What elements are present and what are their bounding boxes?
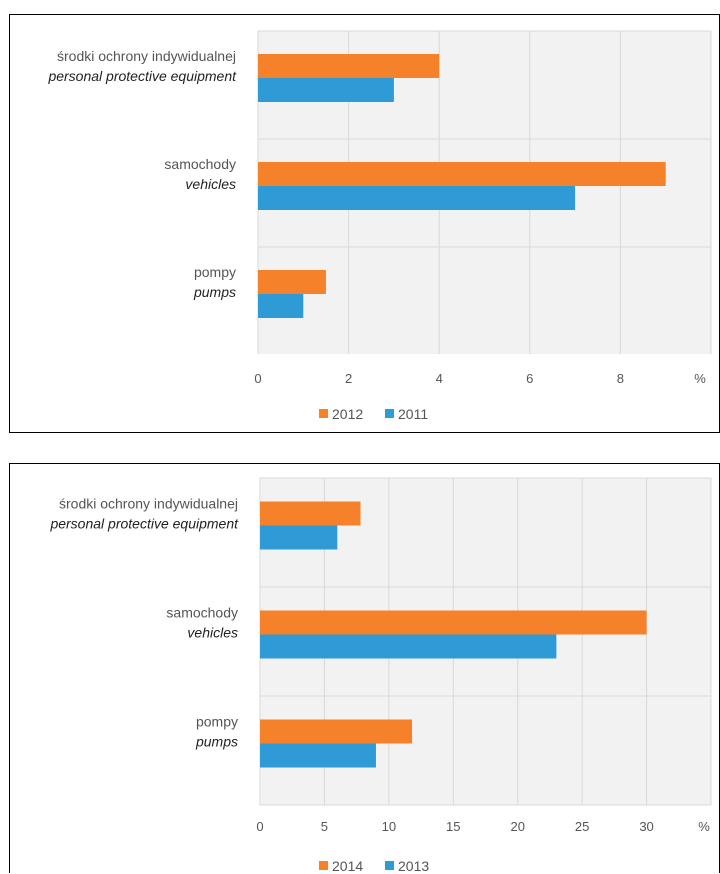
legend-label-2013: 2013 [398,858,429,874]
category-label-en: pumps [195,734,238,750]
x-tick-label: 5 [321,819,328,834]
x-tick-label: 2 [345,371,352,386]
x-tick-label: 8 [617,371,624,386]
category-label-pl: środki ochrony indywidualnej [59,496,238,512]
bar-2013-personal-protective-equipment [260,525,338,550]
x-tick-label: 6 [526,371,533,386]
x-tick-label: 0 [256,819,263,834]
category-label-pl: samochody [164,156,236,172]
category-label-en: personal protective equipment [49,516,239,532]
chart-panel-2011-2012: środki ochrony indywidualnej personal pro… [9,14,720,433]
category-label-en: personal protective equipment [47,68,237,84]
legend-label-2014: 2014 [332,858,363,874]
bar-2012-vehicles [258,162,666,186]
bar-2014-pumps [260,719,413,744]
bar-2012-personal-protective-equipment [258,54,440,78]
legend-swatch-2011 [385,409,394,418]
category-label-pl: samochody [166,605,238,621]
x-axis-unit-label: % [698,819,710,834]
bar-chart-2011-2012: środki ochrony indywidualnej personal pro… [47,30,712,422]
category-label-en: vehicles [187,625,238,641]
bar-2011-personal-protective-equipment [258,78,394,102]
x-axis-unit-label: % [694,371,706,386]
category-label-en: pumps [193,284,236,300]
x-tick-label: 4 [436,371,443,386]
category-label-en: vehicles [185,176,236,192]
category-label-pl: pompy [194,264,236,280]
chart-panel-2013-2014: środki ochrony indywidualnej personal pro… [9,463,720,874]
bar-2012-pumps [258,270,326,294]
bar-2013-vehicles [260,634,557,659]
legend-swatch-2012 [319,409,328,418]
x-tick-label: 0 [254,371,261,386]
legend-swatch-2014 [319,861,328,870]
legend-swatch-2013 [385,861,394,870]
legend-label-2012: 2012 [332,406,363,422]
x-tick-label: 30 [639,819,653,834]
x-tick-label: 10 [382,819,396,834]
x-tick-label: 20 [510,819,524,834]
bar-2011-vehicles [258,186,576,210]
x-tick-label: 25 [575,819,589,834]
bar-2013-pumps [260,743,376,768]
category-label-pl: pompy [196,714,238,730]
bar-chart-2013-2014: środki ochrony indywidualnej personal pro… [49,477,712,874]
legend-label-2011: 2011 [398,406,428,422]
bar-2014-personal-protective-equipment [260,501,361,526]
category-label-pl: środki ochrony indywidualnej [57,48,236,64]
x-tick-label: 15 [446,819,460,834]
bar-2014-vehicles [260,610,647,635]
bar-2011-pumps [258,294,304,318]
